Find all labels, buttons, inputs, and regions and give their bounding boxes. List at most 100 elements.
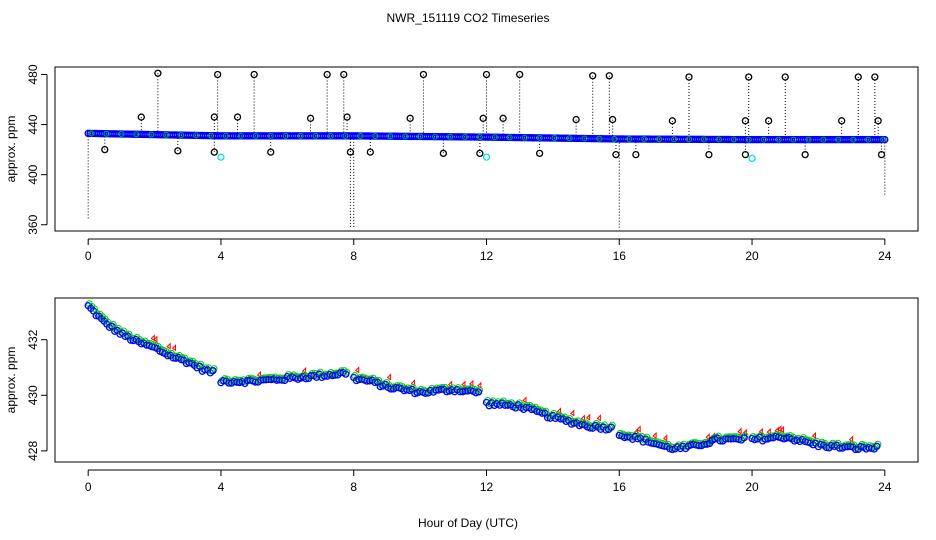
top-spike-point [877,150,886,159]
top-spike-point [476,149,484,158]
top-green-point [103,130,110,137]
top-cyan-point [748,154,756,163]
top-green-point [611,136,618,142]
bottom-red-point [705,433,710,441]
bottom-blue-point [169,354,177,362]
bottom-blue-point [538,409,546,417]
bottom-red-point [153,335,158,343]
bottom-blue-point [233,378,241,386]
bottom-blue-point [262,376,270,384]
bottom-blue-point [474,388,483,396]
figure-title: NWR_151119 CO2 Timeseries [387,11,550,25]
top-panel: approx. ppm 0 4 8 12 16 20 24 360 400 440 480 [4,64,919,263]
bottom-red-point [150,334,155,342]
bottom-y-tick-label: 430 [26,385,40,405]
top-y-tick-label: 440 [26,114,40,134]
top-spike-point [323,70,331,79]
top-green-point [193,132,199,139]
top-green-point [402,133,409,140]
bottom-blue-point [873,442,881,450]
top-spike-point [210,148,218,156]
bottom-x-tick-label: 12 [480,480,494,494]
top-green-point [88,130,95,137]
bottom-blue-point [278,376,286,384]
top-green-point [462,134,468,140]
top-spike-point [174,147,182,155]
top-green-point [596,135,603,142]
top-x-tick-label: 0 [85,249,92,263]
top-cyan-point [482,153,491,161]
bottom-blue-point [724,435,732,443]
top-spike-point [210,113,218,121]
bottom-blue-point [843,443,852,451]
top-spike-point [366,148,374,156]
bottom-marks [84,300,882,454]
top-green-point [835,136,842,143]
bottom-blue-point [275,376,284,384]
bottom-blue-point [421,389,430,397]
bottom-blue-point [721,435,730,443]
top-spike-point [233,113,242,121]
bottom-red-point [461,380,466,388]
top-green-point [163,131,170,138]
top-green-point [208,132,214,139]
top-green-point [476,134,483,140]
top-spike-point [213,70,222,79]
top-y-tick-label: 400 [26,164,40,184]
bottom-blue-point [243,376,252,385]
top-spike-point [612,150,620,159]
top-spike-point [499,114,507,122]
top-green-point [178,132,185,139]
bottom-red-point [742,428,747,436]
bottom-plot-frame [54,297,919,463]
top-green-point [790,136,797,143]
bottom-red-point [522,396,527,404]
top-spike-point [741,150,750,159]
top-green-point [357,133,364,139]
bottom-red-point [585,413,591,421]
top-green-point [865,136,872,143]
bottom-red-point [596,414,601,422]
top-green-point [686,136,692,143]
top-green-point [417,133,424,140]
top-spike-point [535,149,544,158]
top-spike-point [101,145,109,154]
top-spike-point [516,70,524,79]
top-green-point [641,136,648,143]
top-green-point [297,132,304,139]
top-green-point [372,133,379,139]
top-green-point [671,136,677,143]
bottom-blue-point [209,366,217,375]
top-spike-point [479,114,487,122]
bottom-blue-point [851,445,860,454]
top-x-tick-label: 16 [613,249,627,263]
top-green-point [581,135,588,142]
top-spike-point [741,117,750,125]
bottom-blue-point [607,423,615,431]
top-green-point [626,136,633,142]
top-spike-point [854,73,862,81]
bottom-blue-point [121,332,130,341]
top-green-point [342,132,349,139]
bottom-axes: 0 4 8 12 16 20 24 428 430 432 [26,329,892,494]
top-spike-point [439,149,448,158]
bottom-blue-point [727,435,735,443]
top-green-point [237,132,244,139]
top-spike-point [705,150,713,159]
bottom-red-point [779,425,785,434]
top-green-point [521,134,528,141]
bottom-red-point [758,427,763,435]
bottom-blue-point [259,376,268,384]
top-green-point [760,136,767,143]
bottom-blue-point [273,376,281,384]
bottom-red-point [636,425,641,433]
bottom-red-point [737,427,742,435]
bottom-x-tick-label: 24 [878,480,892,494]
top-green-point [118,131,125,137]
top-green-point [820,136,827,143]
top-y-tick-label: 360 [26,214,40,234]
top-x-tick-label: 20 [745,249,759,263]
top-spike-point [871,73,879,81]
top-x-tick-label: 12 [480,249,494,263]
